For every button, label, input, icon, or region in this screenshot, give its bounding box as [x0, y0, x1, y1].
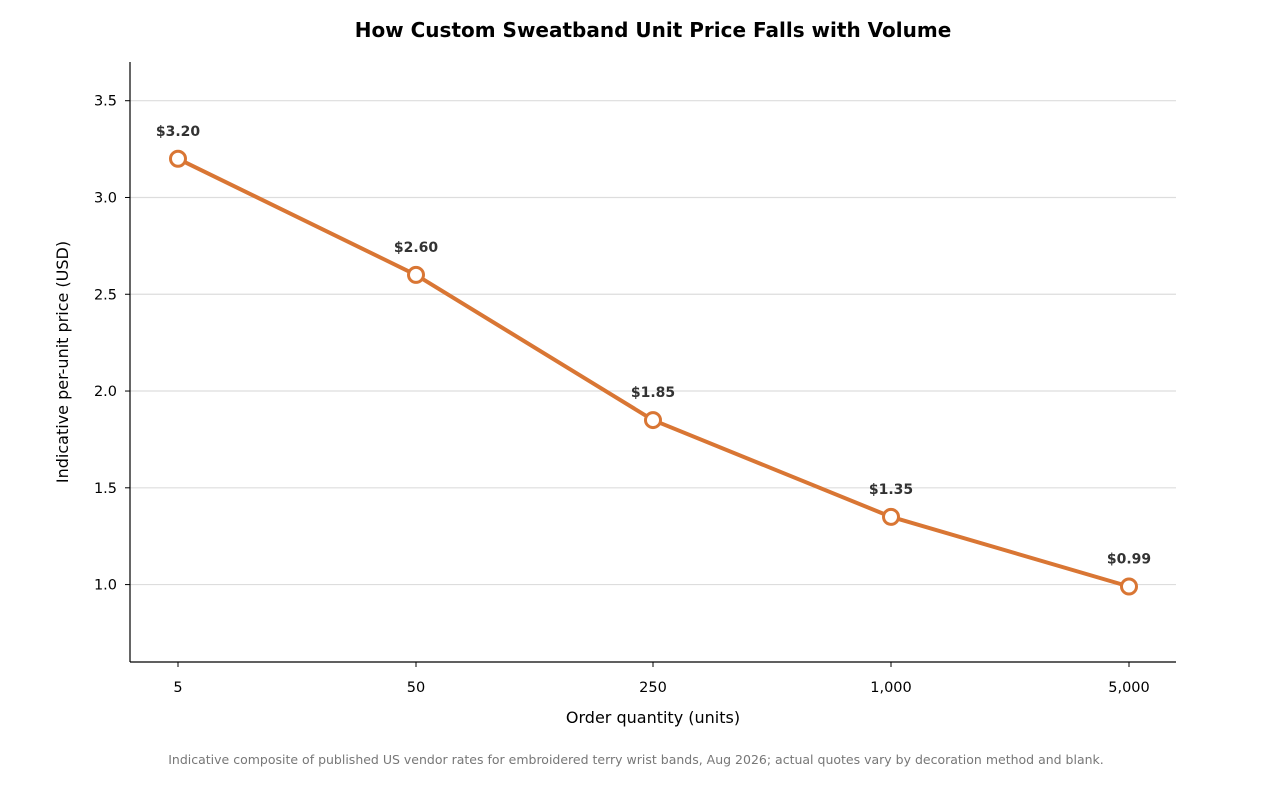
y-tick-label: 3.5 [94, 94, 117, 110]
y-tick-label: 2.5 [94, 287, 117, 303]
x-axis-ticks: 5 50 250 1,000 5,000 [173, 662, 1150, 696]
data-label: $3.20 [156, 124, 201, 140]
y-tick-label: 1.5 [94, 481, 117, 497]
chart-title: How Custom Sweatband Unit Price Falls wi… [355, 18, 952, 42]
data-label: $0.99 [1107, 552, 1151, 568]
x-tick-label: 5 [173, 680, 182, 696]
data-point [407, 265, 425, 284]
x-tick-label: 50 [407, 680, 425, 696]
x-tick-label: 1,000 [870, 680, 912, 696]
y-tick-label: 3.0 [94, 190, 117, 206]
data-labels: $3.20 $2.60 $1.85 $1.35 $0.99 [156, 124, 1151, 568]
data-points [169, 149, 1138, 596]
data-label: $1.35 [869, 482, 913, 498]
axes [129, 62, 1176, 663]
data-label: $2.60 [394, 240, 439, 256]
gridlines [130, 100, 1176, 586]
data-label: $1.85 [631, 385, 675, 401]
x-tick-label: 250 [639, 680, 667, 696]
y-tick-label: 1.0 [94, 578, 117, 594]
series-line [176, 156, 1131, 589]
y-tick-label: 2.0 [94, 384, 117, 400]
y-axis-label: Indicative per-unit price (USD) [53, 241, 72, 483]
data-point [1120, 577, 1138, 596]
data-series [176, 156, 1131, 589]
data-point [169, 149, 187, 168]
x-tick-label: 5,000 [1108, 680, 1150, 696]
data-point [882, 507, 900, 526]
y-axis-ticks: 1.0 1.5 2.0 2.5 3.0 3.5 [94, 94, 130, 594]
source-note: Indicative composite of published US ven… [168, 752, 1104, 767]
x-axis-label: Order quantity (units) [566, 708, 740, 727]
data-point [644, 411, 662, 430]
